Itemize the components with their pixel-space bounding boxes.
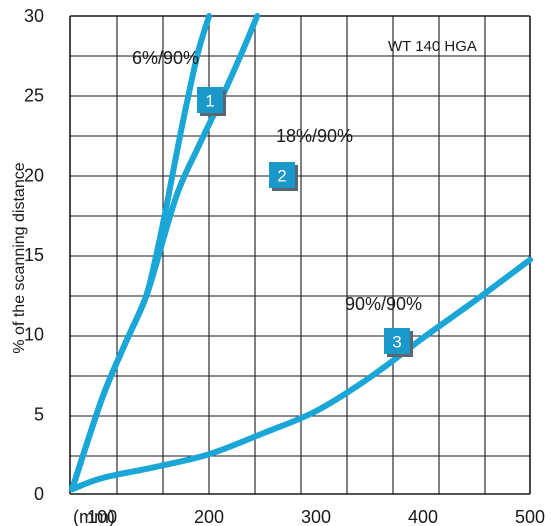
badge-box xyxy=(384,328,410,354)
y-tick-label: 5 xyxy=(34,404,44,424)
series-badge-3: 3 xyxy=(384,328,413,357)
x-tick-label: 500 xyxy=(515,507,545,526)
y-tick-label: 0 xyxy=(34,484,44,504)
series-labels: 6%/90% 1 18%/90% 2 90%/90% 3 xyxy=(132,48,422,357)
series-badge-1: 1 xyxy=(197,87,226,116)
badge-box xyxy=(197,87,223,113)
badge-number: 2 xyxy=(277,167,286,186)
series-label-2: 18%/90% xyxy=(276,126,353,146)
grid xyxy=(69,15,531,495)
axis-tick-labels: 0 5 10 15 20 25 30 100 200 300 400 500 xyxy=(24,6,545,526)
x-tick-label: 300 xyxy=(301,507,331,526)
series-line-3 xyxy=(69,256,533,493)
y-tick-label: 15 xyxy=(24,245,44,265)
x-tick-label: 400 xyxy=(408,507,438,526)
series-label-3: 90%/90% xyxy=(345,294,422,314)
y-tick-label: 20 xyxy=(24,165,44,185)
y-axis-title: % of the scanning distance xyxy=(11,162,28,353)
badge-box xyxy=(269,162,295,188)
badge-number: 3 xyxy=(392,333,401,352)
y-tick-label: 30 xyxy=(24,6,44,26)
series-badge-2: 2 xyxy=(269,162,298,191)
badge-number: 1 xyxy=(205,92,214,111)
y-tick-label: 10 xyxy=(24,325,44,345)
series-lines xyxy=(69,13,533,493)
x-tick-label: 200 xyxy=(194,507,224,526)
x-axis-unit-label: (mm) xyxy=(73,507,115,526)
x-tick-label: 100 xyxy=(87,507,117,526)
series-label-1: 6%/90% xyxy=(132,48,199,68)
model-label: WT 140 HGA xyxy=(388,38,477,55)
y-tick-label: 25 xyxy=(24,86,44,106)
series-line-2 xyxy=(69,13,261,493)
